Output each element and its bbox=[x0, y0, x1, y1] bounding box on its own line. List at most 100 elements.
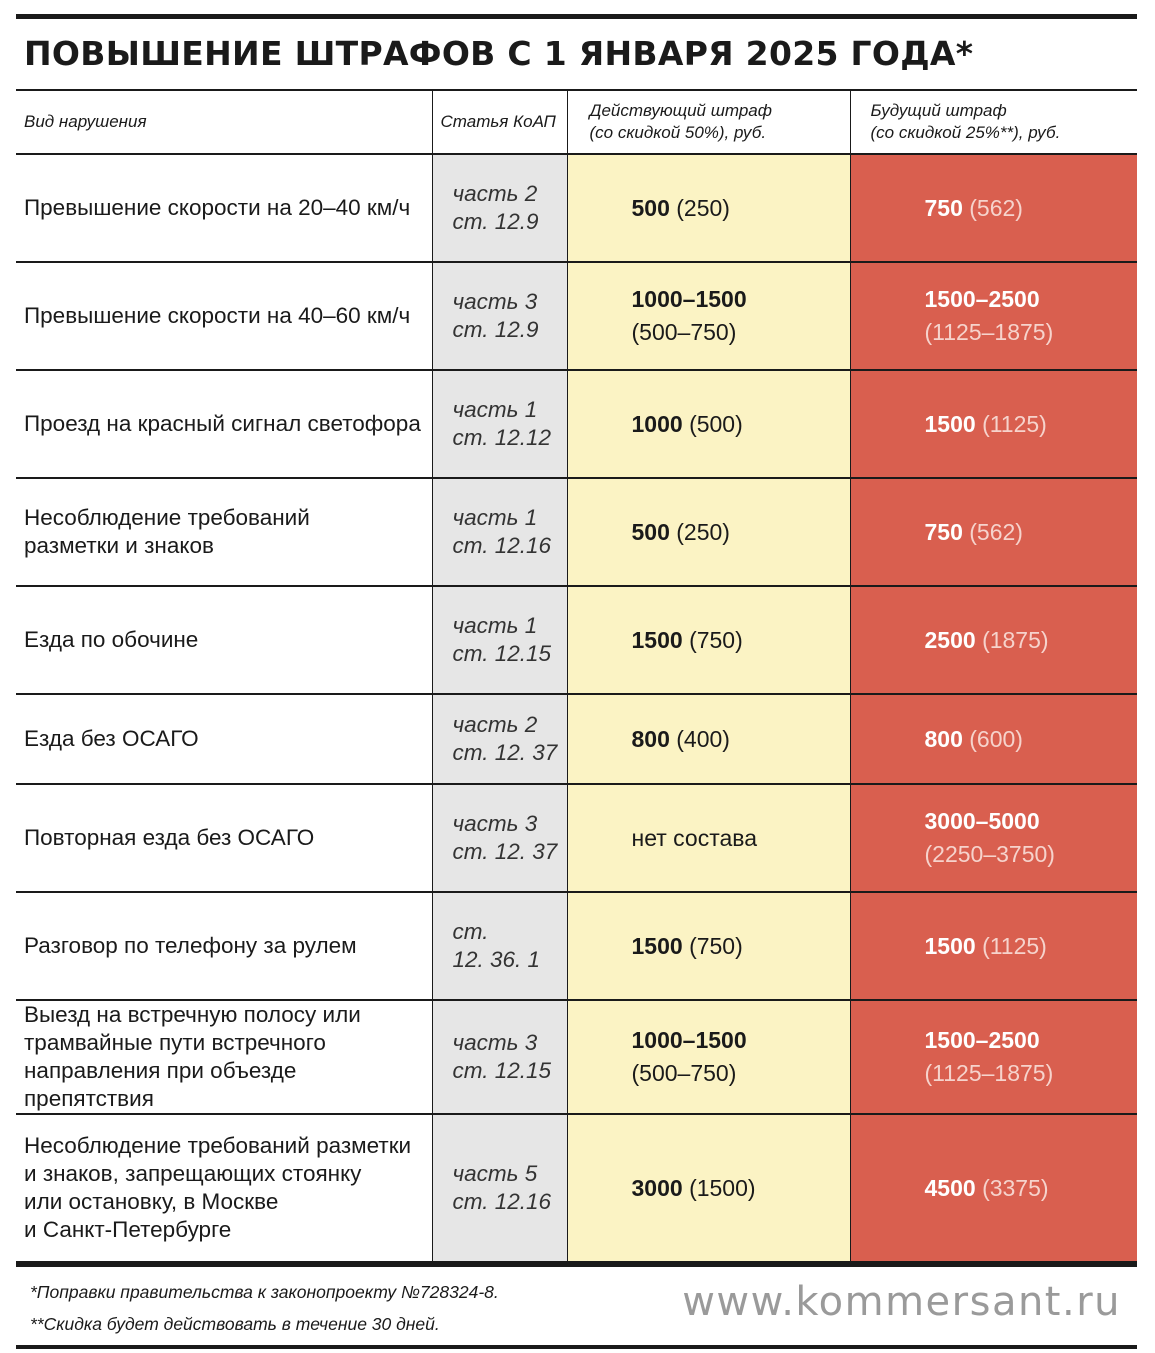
fine-amount: 2500 bbox=[924, 626, 976, 653]
table-row: Повторная езда без ОСАГО часть 3 ст. 12. 3… bbox=[16, 784, 1137, 893]
violation-text: трамвайные пути встречного bbox=[24, 1030, 326, 1055]
fine-amount: 750 bbox=[924, 518, 963, 545]
fine-amount: 3000 bbox=[631, 1174, 683, 1201]
article-cell: часть 2 ст. 12. 37 bbox=[431, 694, 567, 785]
fine-amount: 1000–1500 bbox=[631, 286, 747, 312]
article-cell: часть 1 ст. 12.16 bbox=[431, 478, 567, 587]
violation-text: Повторная езда без ОСАГО bbox=[24, 825, 315, 850]
footnote-2: **Скидка будет действовать в течение 30 … bbox=[30, 1314, 440, 1334]
current-fine-cell: 3000 (1500) bbox=[566, 1114, 850, 1263]
future-fine-cell: 1500–2500 (1125–1875) bbox=[849, 1000, 1137, 1115]
violation-cell: Разговор по телефону за рулем bbox=[16, 892, 432, 1001]
header-future-fine: Будущий штраф (со скидкой 25%**), руб. bbox=[849, 91, 1137, 155]
discounted-amount: (500–750) bbox=[631, 319, 737, 345]
fine-amount: 500 bbox=[631, 518, 670, 545]
discounted-amount: (400) bbox=[676, 725, 730, 752]
page-title: ПОВЫШЕНИЕ ШТРАФОВ С 1 ЯНВАРЯ 2025 ГОДА* bbox=[24, 34, 974, 73]
discounted-amount: (562) bbox=[969, 518, 1023, 545]
discounted-amount: (1500) bbox=[689, 1174, 756, 1201]
discounted-amount: (2250–3750) bbox=[924, 841, 1055, 867]
fine-amount: 3000–5000 bbox=[924, 808, 1040, 834]
discounted-amount: (600) bbox=[969, 725, 1023, 752]
fine-amount: 800 bbox=[631, 725, 670, 752]
violation-text: Разговор по телефону за рулем bbox=[24, 933, 357, 958]
fine-amount: 1000–1500 bbox=[631, 1027, 747, 1053]
infographic: ПОВЫШЕНИЕ ШТРАФОВ С 1 ЯНВАРЯ 2025 ГОДА* … bbox=[16, 14, 1137, 1349]
top-rule bbox=[16, 14, 1137, 19]
article-text: ст. bbox=[452, 919, 489, 944]
future-fine-cell: 750 (562) bbox=[849, 154, 1137, 263]
article-text: ст. 12. 37 bbox=[452, 740, 558, 765]
violation-cell: Выезд на встречную полосу или трамвайные … bbox=[16, 1000, 432, 1115]
discounted-amount: (750) bbox=[689, 626, 743, 653]
article-cell: часть 1 ст. 12.15 bbox=[431, 586, 567, 695]
table-row: Выезд на встречную полосу или трамвайные … bbox=[16, 1000, 1137, 1115]
future-fine-cell: 3000–5000 (2250–3750) bbox=[849, 784, 1137, 893]
discounted-amount: (1875) bbox=[982, 626, 1049, 653]
table-row: Разговор по телефону за рулем ст. 12. 36. … bbox=[16, 892, 1137, 1001]
article-cell: часть 1 ст. 12.12 bbox=[431, 370, 567, 479]
article-text: ст. 12.12 bbox=[452, 425, 552, 450]
article-cell: часть 3 ст. 12.9 bbox=[431, 262, 567, 371]
violation-text: Выезд на встречную полосу или bbox=[24, 1002, 361, 1027]
article-cell: часть 3 ст. 12.15 bbox=[431, 1000, 567, 1115]
discounted-amount: (1125) bbox=[982, 932, 1047, 959]
current-fine-cell: 1000–1500 (500–750) bbox=[566, 1000, 850, 1115]
header-article: Статья КоАП bbox=[431, 91, 567, 155]
discounted-amount: (250) bbox=[676, 194, 730, 221]
future-fine-cell: 750 (562) bbox=[849, 478, 1137, 587]
violation-text: Превышение скорости на 20–40 км/ч bbox=[24, 195, 411, 220]
footnote-1: *Поправки правительства к законопроекту … bbox=[30, 1282, 499, 1302]
fine-amount: 1500–2500 bbox=[924, 1027, 1040, 1053]
article-text: часть 1 bbox=[452, 397, 538, 422]
violation-text: направления при объезде препятствия bbox=[24, 1058, 297, 1111]
end-rule bbox=[16, 1345, 1137, 1349]
fine-amount: 4500 bbox=[924, 1174, 976, 1201]
article-text: часть 2 bbox=[452, 181, 538, 206]
table-row: Проезд на красный сигнал светофора часть … bbox=[16, 370, 1137, 479]
future-fine-cell: 1500 (1125) bbox=[849, 892, 1137, 1001]
article-text: ст. 12.16 bbox=[452, 1189, 552, 1214]
article-cell: часть 3 ст. 12. 37 bbox=[431, 784, 567, 893]
discounted-amount: (1125–1875) bbox=[924, 319, 1054, 345]
discounted-amount: (1125) bbox=[982, 410, 1047, 437]
future-fine-cell: 800 (600) bbox=[849, 694, 1137, 785]
article-text: часть 1 bbox=[452, 505, 538, 530]
future-fine-cell: 4500 (3375) bbox=[849, 1114, 1137, 1263]
table-body: Превышение скорости на 20–40 км/ч часть 2… bbox=[16, 154, 1137, 1263]
header-current-fine: Действующий штраф (со скидкой 50%), руб. bbox=[566, 91, 850, 155]
violation-text: Несоблюдение требований разметки bbox=[24, 1133, 412, 1158]
violation-text: разметки и знаков bbox=[24, 533, 214, 558]
article-text: ст. 12.15 bbox=[452, 1058, 552, 1083]
table-row: Несоблюдение требований разметки и знаков… bbox=[16, 478, 1137, 587]
table-row: Превышение скорости на 20–40 км/ч часть 2… bbox=[16, 154, 1137, 263]
article-text: ст. 12.15 bbox=[452, 641, 552, 666]
violation-cell: Несоблюдение требований разметки и знаков bbox=[16, 478, 432, 587]
article-text: ст. 12.9 bbox=[452, 317, 539, 342]
table-row: Езда без ОСАГО часть 2 ст. 12. 37 800 (400)… bbox=[16, 694, 1137, 785]
article-cell: ст. 12. 36. 1 bbox=[431, 892, 567, 1001]
article-cell: часть 2 ст. 12.9 bbox=[431, 154, 567, 263]
article-text: 12. 36. 1 bbox=[452, 947, 541, 972]
fine-amount: 750 bbox=[924, 194, 963, 221]
current-fine-cell: 1000–1500 (500–750) bbox=[566, 262, 850, 371]
fine-amount: 1500 bbox=[924, 410, 976, 437]
article-text: ст. 12.9 bbox=[452, 209, 539, 234]
violation-text: Несоблюдение требований bbox=[24, 505, 310, 530]
violation-text: и Санкт-Петербурге bbox=[24, 1217, 232, 1242]
website-watermark: www.kommersant.ru bbox=[682, 1279, 1121, 1325]
violation-cell: Превышение скорости на 40–60 км/ч bbox=[16, 262, 432, 371]
header-violation: Вид нарушения bbox=[16, 91, 432, 155]
title-rule bbox=[16, 89, 1137, 91]
fine-amount: 1500–2500 bbox=[924, 286, 1040, 312]
discounted-amount: (500–750) bbox=[631, 1060, 737, 1086]
violation-text: Превышение скорости на 40–60 км/ч bbox=[24, 303, 411, 328]
article-text: ст. 12. 37 bbox=[452, 839, 558, 864]
fine-amount: 500 bbox=[631, 194, 670, 221]
fine-amount: 800 bbox=[924, 725, 963, 752]
discounted-amount: (750) bbox=[689, 932, 743, 959]
violation-cell: Повторная езда без ОСАГО bbox=[16, 784, 432, 893]
current-fine-cell: нет состава bbox=[566, 784, 850, 893]
future-fine-cell: 2500 (1875) bbox=[849, 586, 1137, 695]
violation-text: или остановку, в Москве bbox=[24, 1189, 279, 1214]
